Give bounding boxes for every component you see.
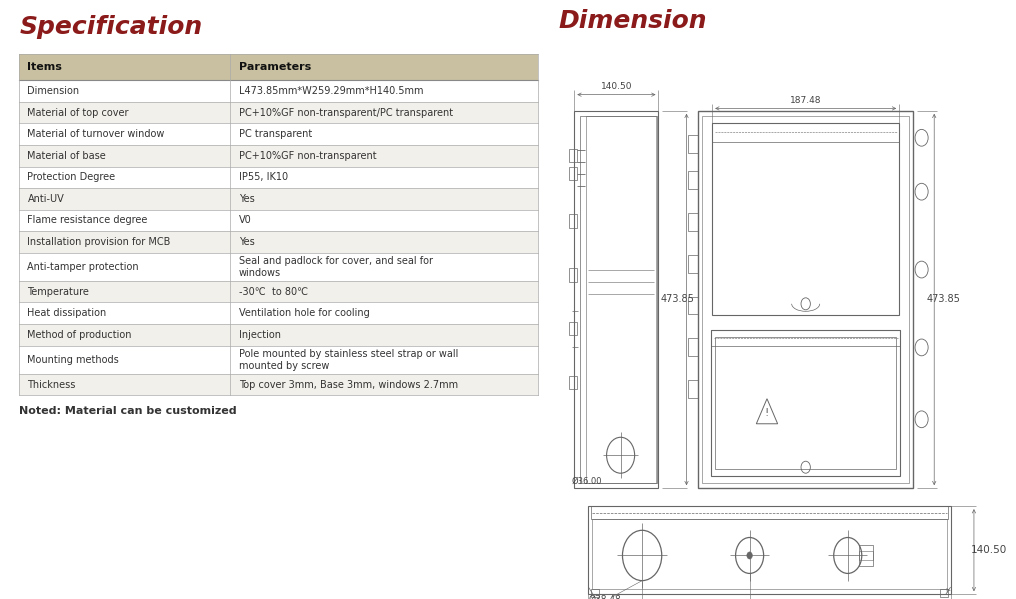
Bar xyxy=(19,167,537,188)
Text: Parameters: Parameters xyxy=(239,62,311,72)
Text: Yes: Yes xyxy=(239,237,254,247)
Bar xyxy=(940,589,948,597)
Bar xyxy=(574,111,658,488)
Bar xyxy=(698,111,913,488)
Bar xyxy=(19,145,537,167)
Bar xyxy=(860,544,873,566)
Bar xyxy=(586,116,656,483)
Text: Specification: Specification xyxy=(19,15,202,39)
Text: Injection: Injection xyxy=(239,330,280,340)
Text: Installation provision for MCB: Installation provision for MCB xyxy=(27,237,171,247)
Text: 140.50: 140.50 xyxy=(971,545,1008,555)
Text: L473.85mm*W259.29mm*H140.5mm: L473.85mm*W259.29mm*H140.5mm xyxy=(239,86,423,96)
Circle shape xyxy=(747,552,753,559)
Text: Ø38.48: Ø38.48 xyxy=(588,594,621,599)
Text: 473.85: 473.85 xyxy=(660,295,694,304)
Bar xyxy=(19,102,537,123)
Text: Mounting methods: Mounting methods xyxy=(27,355,119,365)
Text: !: ! xyxy=(765,409,769,419)
Text: Material of top cover: Material of top cover xyxy=(27,108,129,117)
Text: Method of production: Method of production xyxy=(27,330,132,340)
Bar xyxy=(19,374,537,395)
Bar xyxy=(688,338,698,356)
Bar xyxy=(592,519,947,589)
Bar xyxy=(19,253,537,281)
Bar xyxy=(590,589,599,597)
Bar xyxy=(688,135,698,153)
Bar xyxy=(688,297,698,314)
Text: Ventilation hole for cooling: Ventilation hole for cooling xyxy=(239,308,370,318)
Text: Anti-tamper protection: Anti-tamper protection xyxy=(27,262,139,272)
Bar xyxy=(590,506,948,519)
Bar xyxy=(569,376,577,389)
Bar xyxy=(569,167,577,180)
Text: IP55, IK10: IP55, IK10 xyxy=(239,173,288,182)
Text: Seal and padlock for cover, and seal for: Seal and padlock for cover, and seal for xyxy=(239,256,433,266)
Bar xyxy=(19,281,537,302)
Bar xyxy=(688,255,698,273)
Text: mounted by screw: mounted by screw xyxy=(239,361,329,371)
Bar xyxy=(19,231,537,253)
Text: Dimension: Dimension xyxy=(558,9,706,33)
Text: Thickness: Thickness xyxy=(27,380,76,389)
Bar xyxy=(588,506,951,594)
Text: Heat dissipation: Heat dissipation xyxy=(27,308,107,318)
Bar xyxy=(860,550,873,560)
Bar xyxy=(19,324,537,346)
Bar xyxy=(19,188,537,210)
Text: 473.85: 473.85 xyxy=(927,295,960,304)
Bar xyxy=(688,380,698,398)
Bar xyxy=(688,213,698,231)
Bar xyxy=(569,149,577,162)
Text: V0: V0 xyxy=(239,216,251,225)
Bar xyxy=(711,329,900,476)
Bar xyxy=(711,329,900,346)
Bar xyxy=(702,116,909,483)
Bar xyxy=(569,268,577,282)
Text: PC+10%GF non-transparent/PC transparent: PC+10%GF non-transparent/PC transparent xyxy=(239,108,453,117)
Text: PC transparent: PC transparent xyxy=(239,129,312,139)
Text: PC+10%GF non-transparent: PC+10%GF non-transparent xyxy=(239,151,376,161)
Text: Noted: Material can be customized: Noted: Material can be customized xyxy=(19,406,237,416)
Bar xyxy=(712,123,899,314)
Bar xyxy=(715,337,896,469)
Bar xyxy=(688,171,698,189)
Bar xyxy=(19,54,537,80)
Text: Pole mounted by stainless steel strap or wall: Pole mounted by stainless steel strap or… xyxy=(239,349,458,359)
Bar xyxy=(19,123,537,145)
Text: Flame resistance degree: Flame resistance degree xyxy=(27,216,147,225)
Bar xyxy=(19,302,537,324)
Bar xyxy=(712,123,899,142)
Text: Top cover 3mm, Base 3mm, windows 2.7mm: Top cover 3mm, Base 3mm, windows 2.7mm xyxy=(239,380,458,389)
Text: Dimension: Dimension xyxy=(27,86,79,96)
Text: Material of base: Material of base xyxy=(27,151,107,161)
Text: 187.48: 187.48 xyxy=(789,95,822,105)
Text: Anti-UV: Anti-UV xyxy=(27,194,64,204)
Text: -30℃  to 80℃: -30℃ to 80℃ xyxy=(239,287,308,297)
Text: Items: Items xyxy=(27,62,62,72)
Bar xyxy=(19,210,537,231)
Text: windows: windows xyxy=(239,268,280,278)
Text: Protection Degree: Protection Degree xyxy=(27,173,116,182)
Bar xyxy=(19,80,537,102)
Bar xyxy=(580,116,656,483)
Text: 140.50: 140.50 xyxy=(600,81,632,91)
Text: Ø36.00: Ø36.00 xyxy=(572,476,602,486)
Bar xyxy=(569,214,577,228)
Text: Material of turnover window: Material of turnover window xyxy=(27,129,165,139)
Text: Temperature: Temperature xyxy=(27,287,89,297)
Bar xyxy=(19,346,537,374)
Bar xyxy=(569,322,577,335)
Text: Yes: Yes xyxy=(239,194,254,204)
